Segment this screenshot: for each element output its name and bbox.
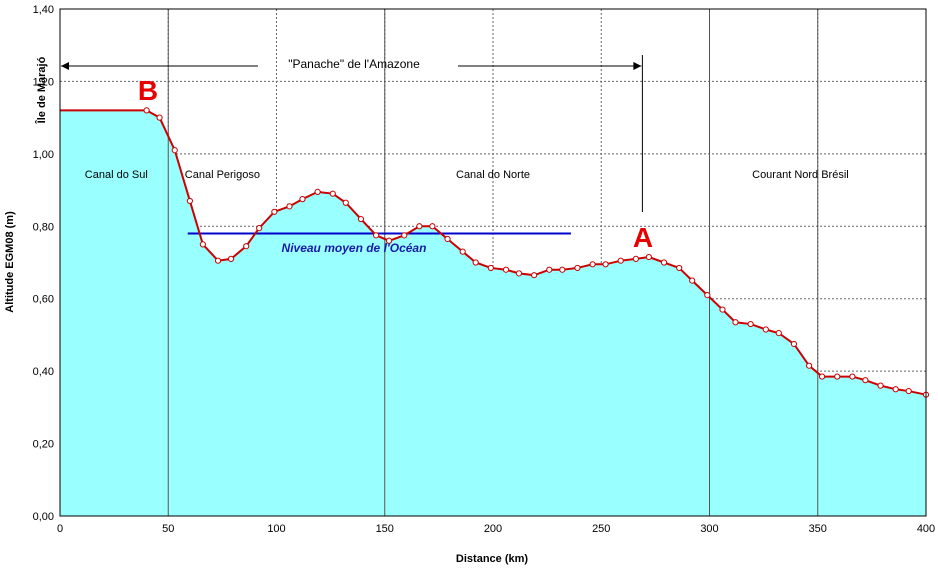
data-point xyxy=(329,190,336,197)
data-point xyxy=(401,232,408,239)
y-tick-label: 0,80 xyxy=(33,221,54,233)
point-b-label: B xyxy=(138,75,158,106)
x-tick-label: 300 xyxy=(700,523,718,535)
data-point xyxy=(256,224,263,232)
series-line xyxy=(60,109,927,396)
x-tick-label: 100 xyxy=(267,523,285,535)
data-point xyxy=(689,277,696,284)
y-tick-label: 0,60 xyxy=(33,294,54,306)
region-label: Canal Perigoso xyxy=(185,169,260,181)
x-tick-label: 50 xyxy=(162,523,174,535)
data-point xyxy=(704,291,711,299)
plot-frame xyxy=(59,8,927,517)
data-point xyxy=(271,208,278,215)
data-point xyxy=(732,319,739,326)
data-point xyxy=(314,188,321,195)
data-point xyxy=(156,114,163,121)
data-point xyxy=(299,196,306,203)
region-label: Canal do Norte xyxy=(456,169,530,181)
data-point xyxy=(546,266,553,273)
data-point xyxy=(143,107,150,114)
y-tick-label: 1,20 xyxy=(33,76,54,88)
data-point xyxy=(502,266,510,273)
data-point xyxy=(719,306,726,313)
data-point xyxy=(775,330,782,337)
data-point xyxy=(892,386,899,393)
y-tick-label: 0,20 xyxy=(33,439,54,451)
data-point xyxy=(416,223,423,230)
data-point xyxy=(372,232,380,239)
x-tick-label: 250 xyxy=(592,523,610,535)
plume-arrowhead-right xyxy=(633,62,642,70)
data-point xyxy=(676,264,683,272)
y-axis-title: Altitude EGM08 (m) xyxy=(4,211,16,313)
data-point xyxy=(243,243,250,250)
data-point xyxy=(429,223,436,230)
data-point xyxy=(762,326,769,333)
data-point xyxy=(342,199,349,206)
plume-label: "Panache" de l'Amazone xyxy=(288,57,420,71)
data-point xyxy=(589,261,596,268)
y-tick-label: 0,00 xyxy=(33,511,54,523)
data-point xyxy=(602,261,609,268)
data-point xyxy=(357,215,365,223)
x-tick-label: 150 xyxy=(376,523,394,535)
data-point xyxy=(617,257,624,264)
data-point xyxy=(559,266,566,273)
y-tick-label: 1,40 xyxy=(33,4,54,16)
x-tick-label: 200 xyxy=(484,523,502,535)
region-label: Courant Nord Brésil xyxy=(752,169,849,181)
x-tick-label: 0 xyxy=(57,523,63,535)
data-point xyxy=(574,264,581,272)
region-label: Canal do Sul xyxy=(85,169,148,181)
y-tick-label: 0,40 xyxy=(33,366,54,378)
x-tick-label: 350 xyxy=(809,523,827,535)
data-point xyxy=(171,147,178,154)
data-points-layer xyxy=(60,107,930,398)
data-point xyxy=(805,362,813,369)
data-point xyxy=(227,255,235,262)
point-a-label: A xyxy=(633,222,653,253)
data-point xyxy=(385,237,393,244)
data-point xyxy=(660,259,668,266)
data-point xyxy=(487,264,494,272)
data-point xyxy=(790,340,798,348)
data-point xyxy=(214,257,222,264)
data-point xyxy=(444,235,451,243)
x-tick-label: 400 xyxy=(917,523,935,535)
data-point xyxy=(862,377,869,384)
plume-arrowhead-left xyxy=(61,62,69,70)
data-point xyxy=(632,255,639,262)
x-axis-title: Distance (km) xyxy=(456,553,528,565)
data-point xyxy=(459,248,466,255)
data-point xyxy=(199,241,206,248)
marajo-label: Île de Marajó xyxy=(35,56,48,124)
data-point xyxy=(818,373,826,380)
data-point xyxy=(834,373,841,380)
axes-layer: 0,00 0,20 0,40 0,60 0,80 1,00 1,20 1,40 0 50 100 15… xyxy=(33,4,936,535)
annotation-layer: Canal do Sul Canal Perigoso Canal do Norte… xyxy=(60,9,849,516)
mean-ocean-level-label: Niveau moyen de l'Océan xyxy=(282,241,427,255)
data-point xyxy=(747,320,754,328)
data-point xyxy=(905,387,912,395)
data-point xyxy=(515,270,523,277)
data-point xyxy=(645,253,652,261)
data-point xyxy=(531,272,538,279)
data-point xyxy=(286,203,293,210)
y-tick-label: 1,00 xyxy=(33,149,54,161)
data-point xyxy=(877,382,884,389)
data-point xyxy=(472,259,479,266)
data-point xyxy=(849,373,856,380)
data-point xyxy=(186,197,193,205)
